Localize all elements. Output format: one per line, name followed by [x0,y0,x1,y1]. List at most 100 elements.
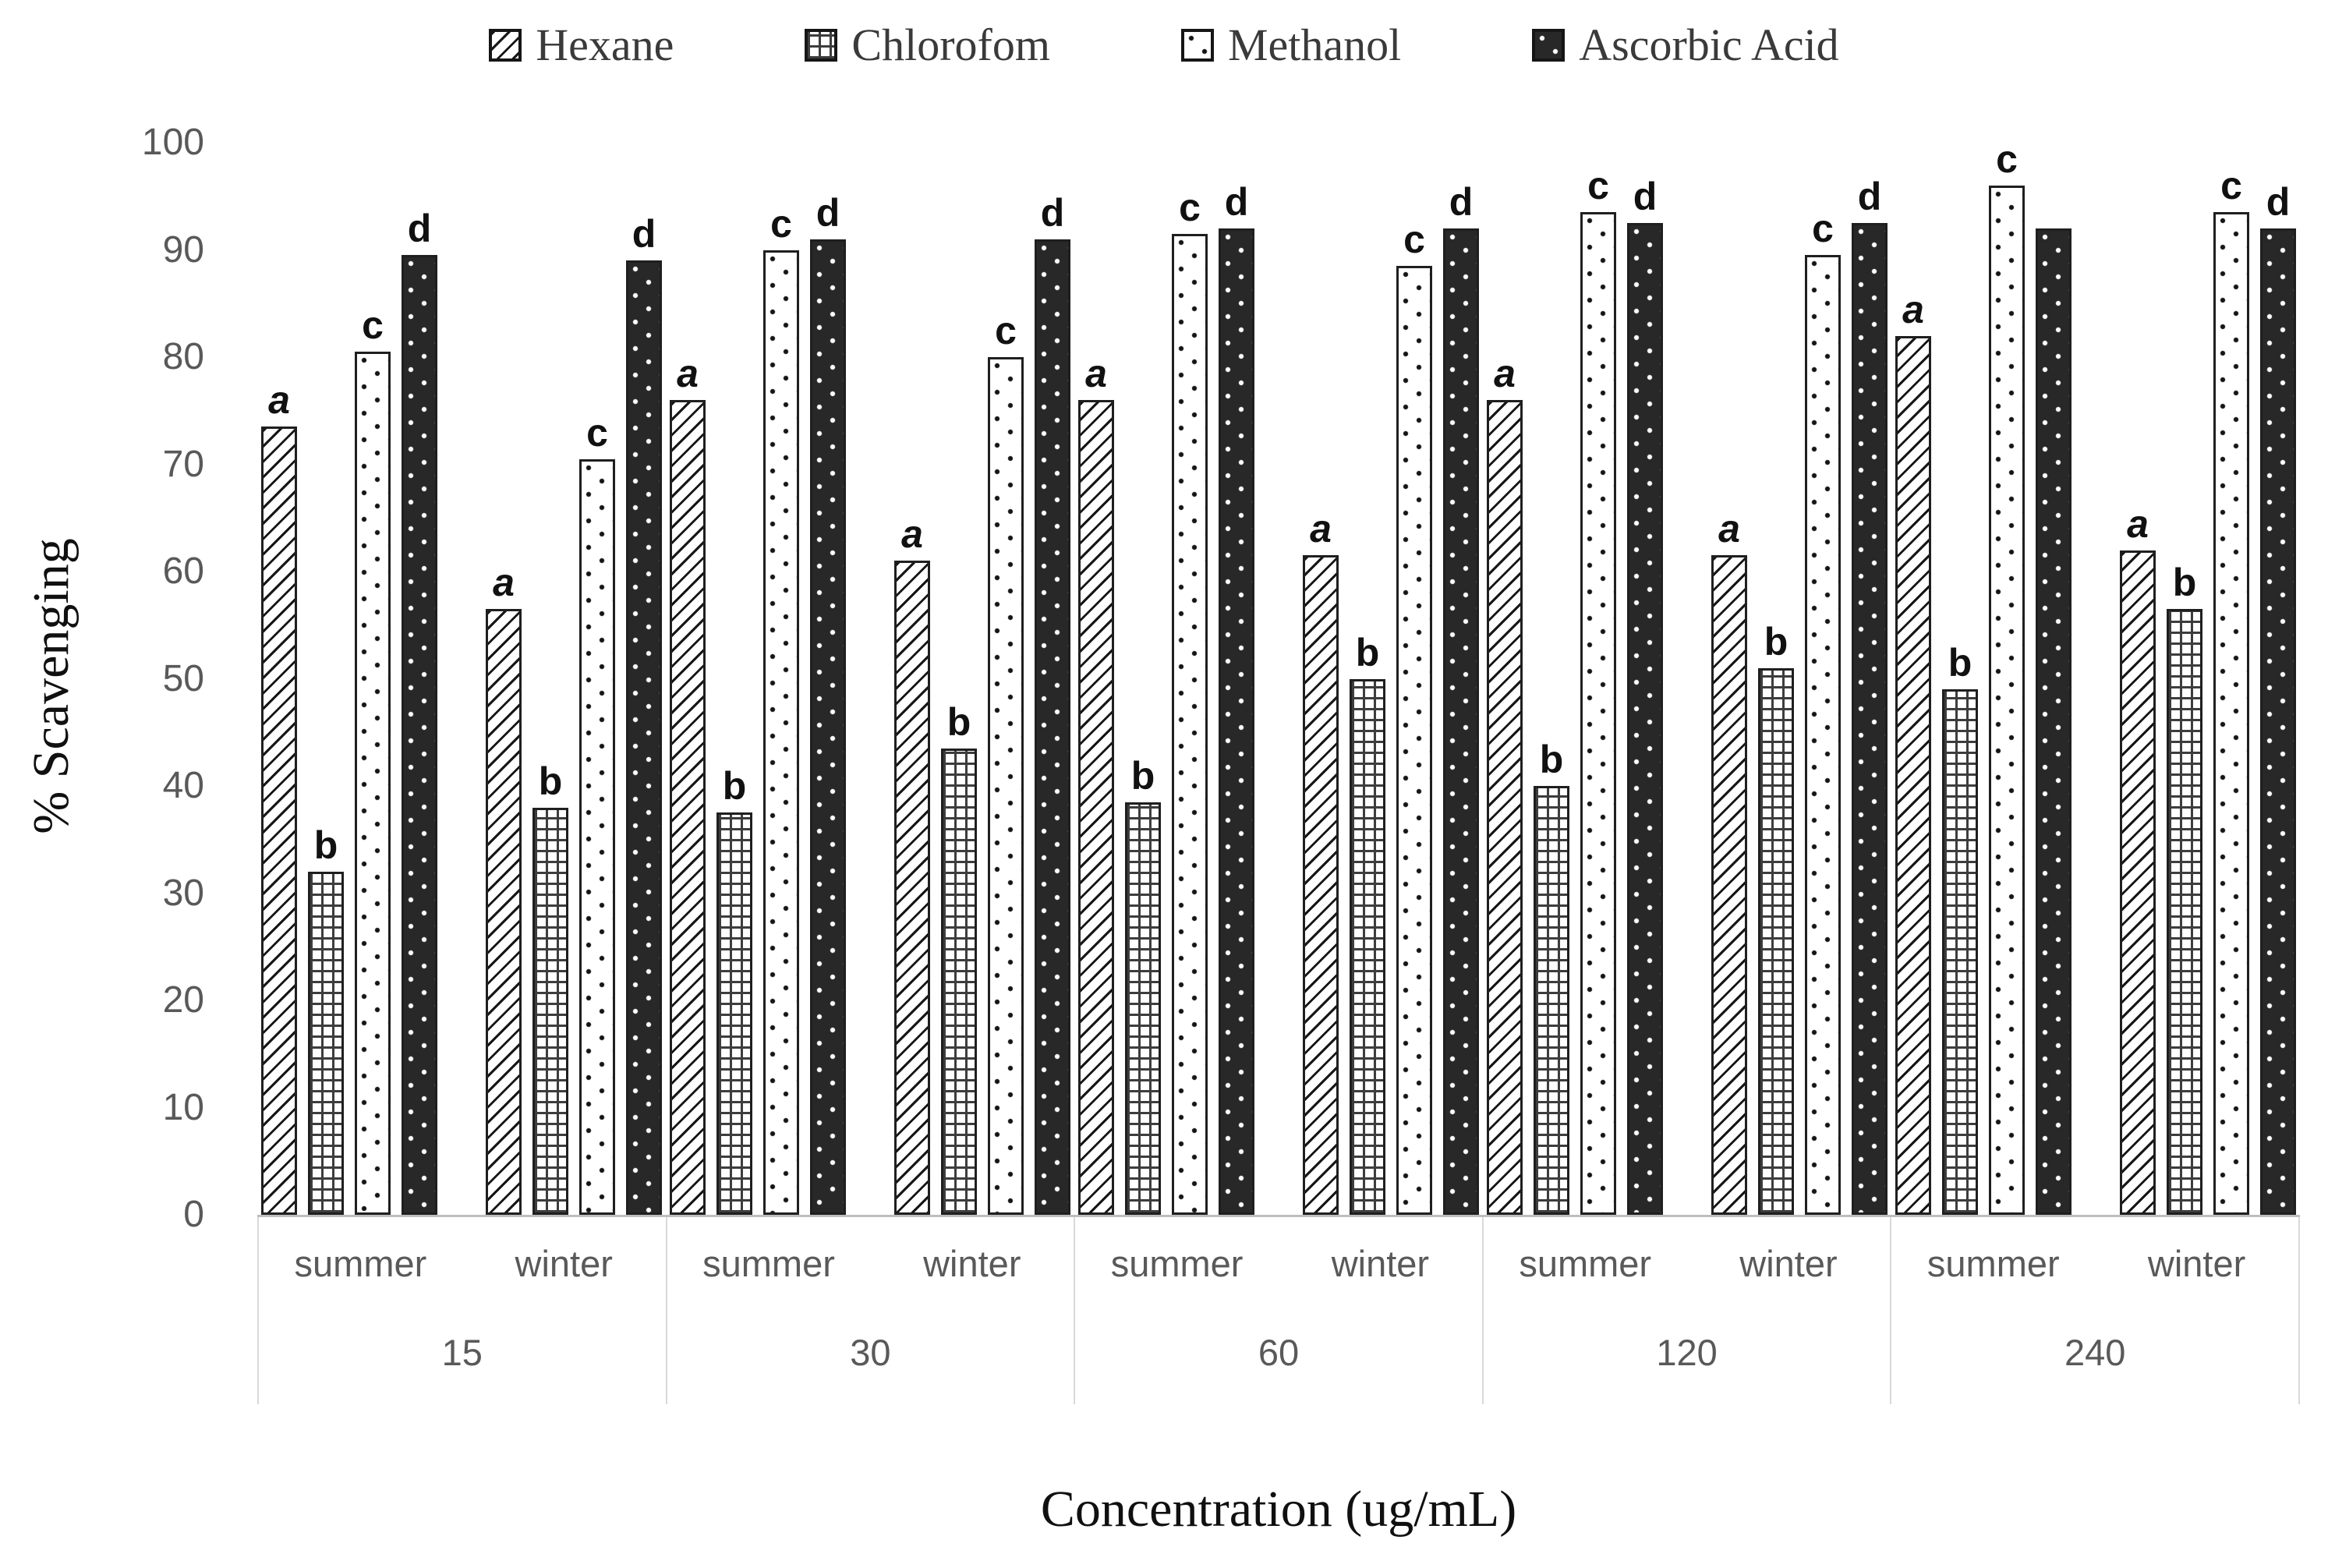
significance-letter: b [1539,738,1564,781]
significance-letter: c [995,309,1017,352]
bar-chlorofom-summer-60: b [1125,754,1161,1215]
significance-letter: c [586,410,608,455]
significance-letter: a [901,512,923,557]
significance-letter: d [816,190,840,235]
bar-hexane-winter-60: a [1303,507,1339,1215]
bar-ascorbic-acid-winter-30: d [1035,191,1070,1215]
bar-chlorofom-winter-15: b [532,759,568,1215]
bar-hexane-summer-60: a [1078,352,1114,1215]
category-cell-240: summer winter 240 [1890,1217,2300,1404]
season-label: summer [1519,1242,1652,1284]
y-tick-label: 60 [162,550,204,592]
significance-letter: c [1812,207,1834,251]
y-tick-label: 10 [162,1086,204,1128]
bar-chlorofom-winter-120: b [1758,620,1794,1215]
significance-letter: d [632,212,656,257]
bar-ascorbic-acid-winter-120: d [1852,175,1888,1215]
legend-label: Ascorbic Acid [1579,19,1839,70]
significance-letter: b [1130,753,1155,798]
category-cell-60: summer winter 60 [1074,1217,1482,1404]
bar-chlorofom-summer-30: b [716,764,752,1215]
bar-ascorbic-acid-summer-120: d [1627,175,1663,1215]
bar-hexane-summer-15: a [261,378,297,1215]
significance-letter: b [313,823,338,867]
bar-chlorofom-summer-240: b [1942,641,1978,1215]
bar-chlorofom-winter-30: b [941,700,977,1215]
significance-letter: d [407,207,432,251]
bar-chlorofom-winter-60: b [1350,631,1385,1215]
significance-letter: a [1902,287,1924,331]
season-label: winter [515,1242,613,1284]
significance-letter: b [1948,641,1972,685]
bar-hexane-summer-120: a [1487,352,1523,1215]
significance-letter: b [2172,561,2197,605]
bar-methanol-winter-30: c [988,309,1024,1215]
significance-letter: c [1403,218,1425,262]
bar-ascorbic-acid-winter-15: d [626,212,662,1215]
significance-letter: a [1085,352,1107,395]
methanol-swatch-icon [1180,28,1214,62]
concentration-label: 60 [1258,1332,1300,1373]
hexane-swatch-icon [489,28,522,62]
significance-letter: b [1355,630,1380,674]
significance-letter: d [2266,180,2291,224]
bar-hexane-summer-30: a [670,352,706,1215]
concentration-label: 15 [441,1332,483,1373]
significance-letter: c [2220,164,2242,208]
bar-ascorbic-acid-winter-240: d [2260,180,2296,1215]
legend-item-chlorofom: Chlorofom [805,19,1050,71]
bar-chlorofom-summer-15: b [308,823,344,1215]
bar-chlorofom-summer-120: b [1534,738,1569,1215]
bar-ascorbic-acid-summer-240 [2036,228,2071,1215]
significance-letter: a [1494,352,1516,395]
bar-chlorofom-winter-240: b [2167,561,2202,1215]
cluster-summer-15: a b c d [261,207,437,1215]
significance-letter: a [2127,501,2149,546]
group-15: a b c d a b c d [257,143,666,1215]
category-cell-15: summer winter 15 [257,1217,666,1404]
bar-ascorbic-acid-summer-60: d [1219,180,1254,1215]
season-label: summer [1110,1242,1244,1284]
significance-letter: a [1718,507,1740,551]
significance-letter: a [1310,507,1332,551]
significance-letter: b [1764,619,1788,664]
significance-letter: a [493,561,515,605]
y-tick-label: 0 [183,1194,204,1235]
bar-methanol-summer-30: c [763,202,799,1215]
bar-hexane-winter-30: a [894,512,930,1215]
season-label: winter [1739,1242,1838,1284]
bar-methanol-winter-60: c [1396,218,1432,1215]
category-cell-120: summer winter 120 [1481,1217,1891,1404]
bar-methanol-summer-60: c [1172,186,1208,1215]
bar-methanol-summer-15: c [355,303,391,1215]
legend-label: Chlorofom [851,19,1050,70]
season-label: summer [1926,1242,2060,1284]
cluster-winter-30: a b c d [894,191,1070,1215]
x-axis-title: Concentration (ug/mL) [1040,1481,1517,1538]
y-tick-label: 80 [162,336,204,377]
concentration-label: 30 [850,1332,891,1373]
season-label: summer [294,1242,427,1284]
bar-hexane-summer-240: a [1895,288,1931,1215]
y-tick-label: 100 [141,122,204,163]
season-label: winter [1331,1242,1430,1284]
bar-methanol-winter-120: c [1805,207,1841,1215]
significance-letter: a [268,378,290,423]
significance-letter: b [722,764,747,809]
bar-ascorbic-acid-summer-15: d [402,207,437,1215]
bar-methanol-summer-120: c [1580,164,1616,1215]
concentration-label: 120 [1656,1332,1718,1373]
significance-letter: b [538,759,563,803]
cluster-summer-240: a b c [1895,137,2071,1215]
cluster-winter-15: a b c d [486,212,662,1215]
category-cell-30: summer winter 30 [665,1217,1074,1404]
season-row: summer winter [1891,1217,2298,1309]
